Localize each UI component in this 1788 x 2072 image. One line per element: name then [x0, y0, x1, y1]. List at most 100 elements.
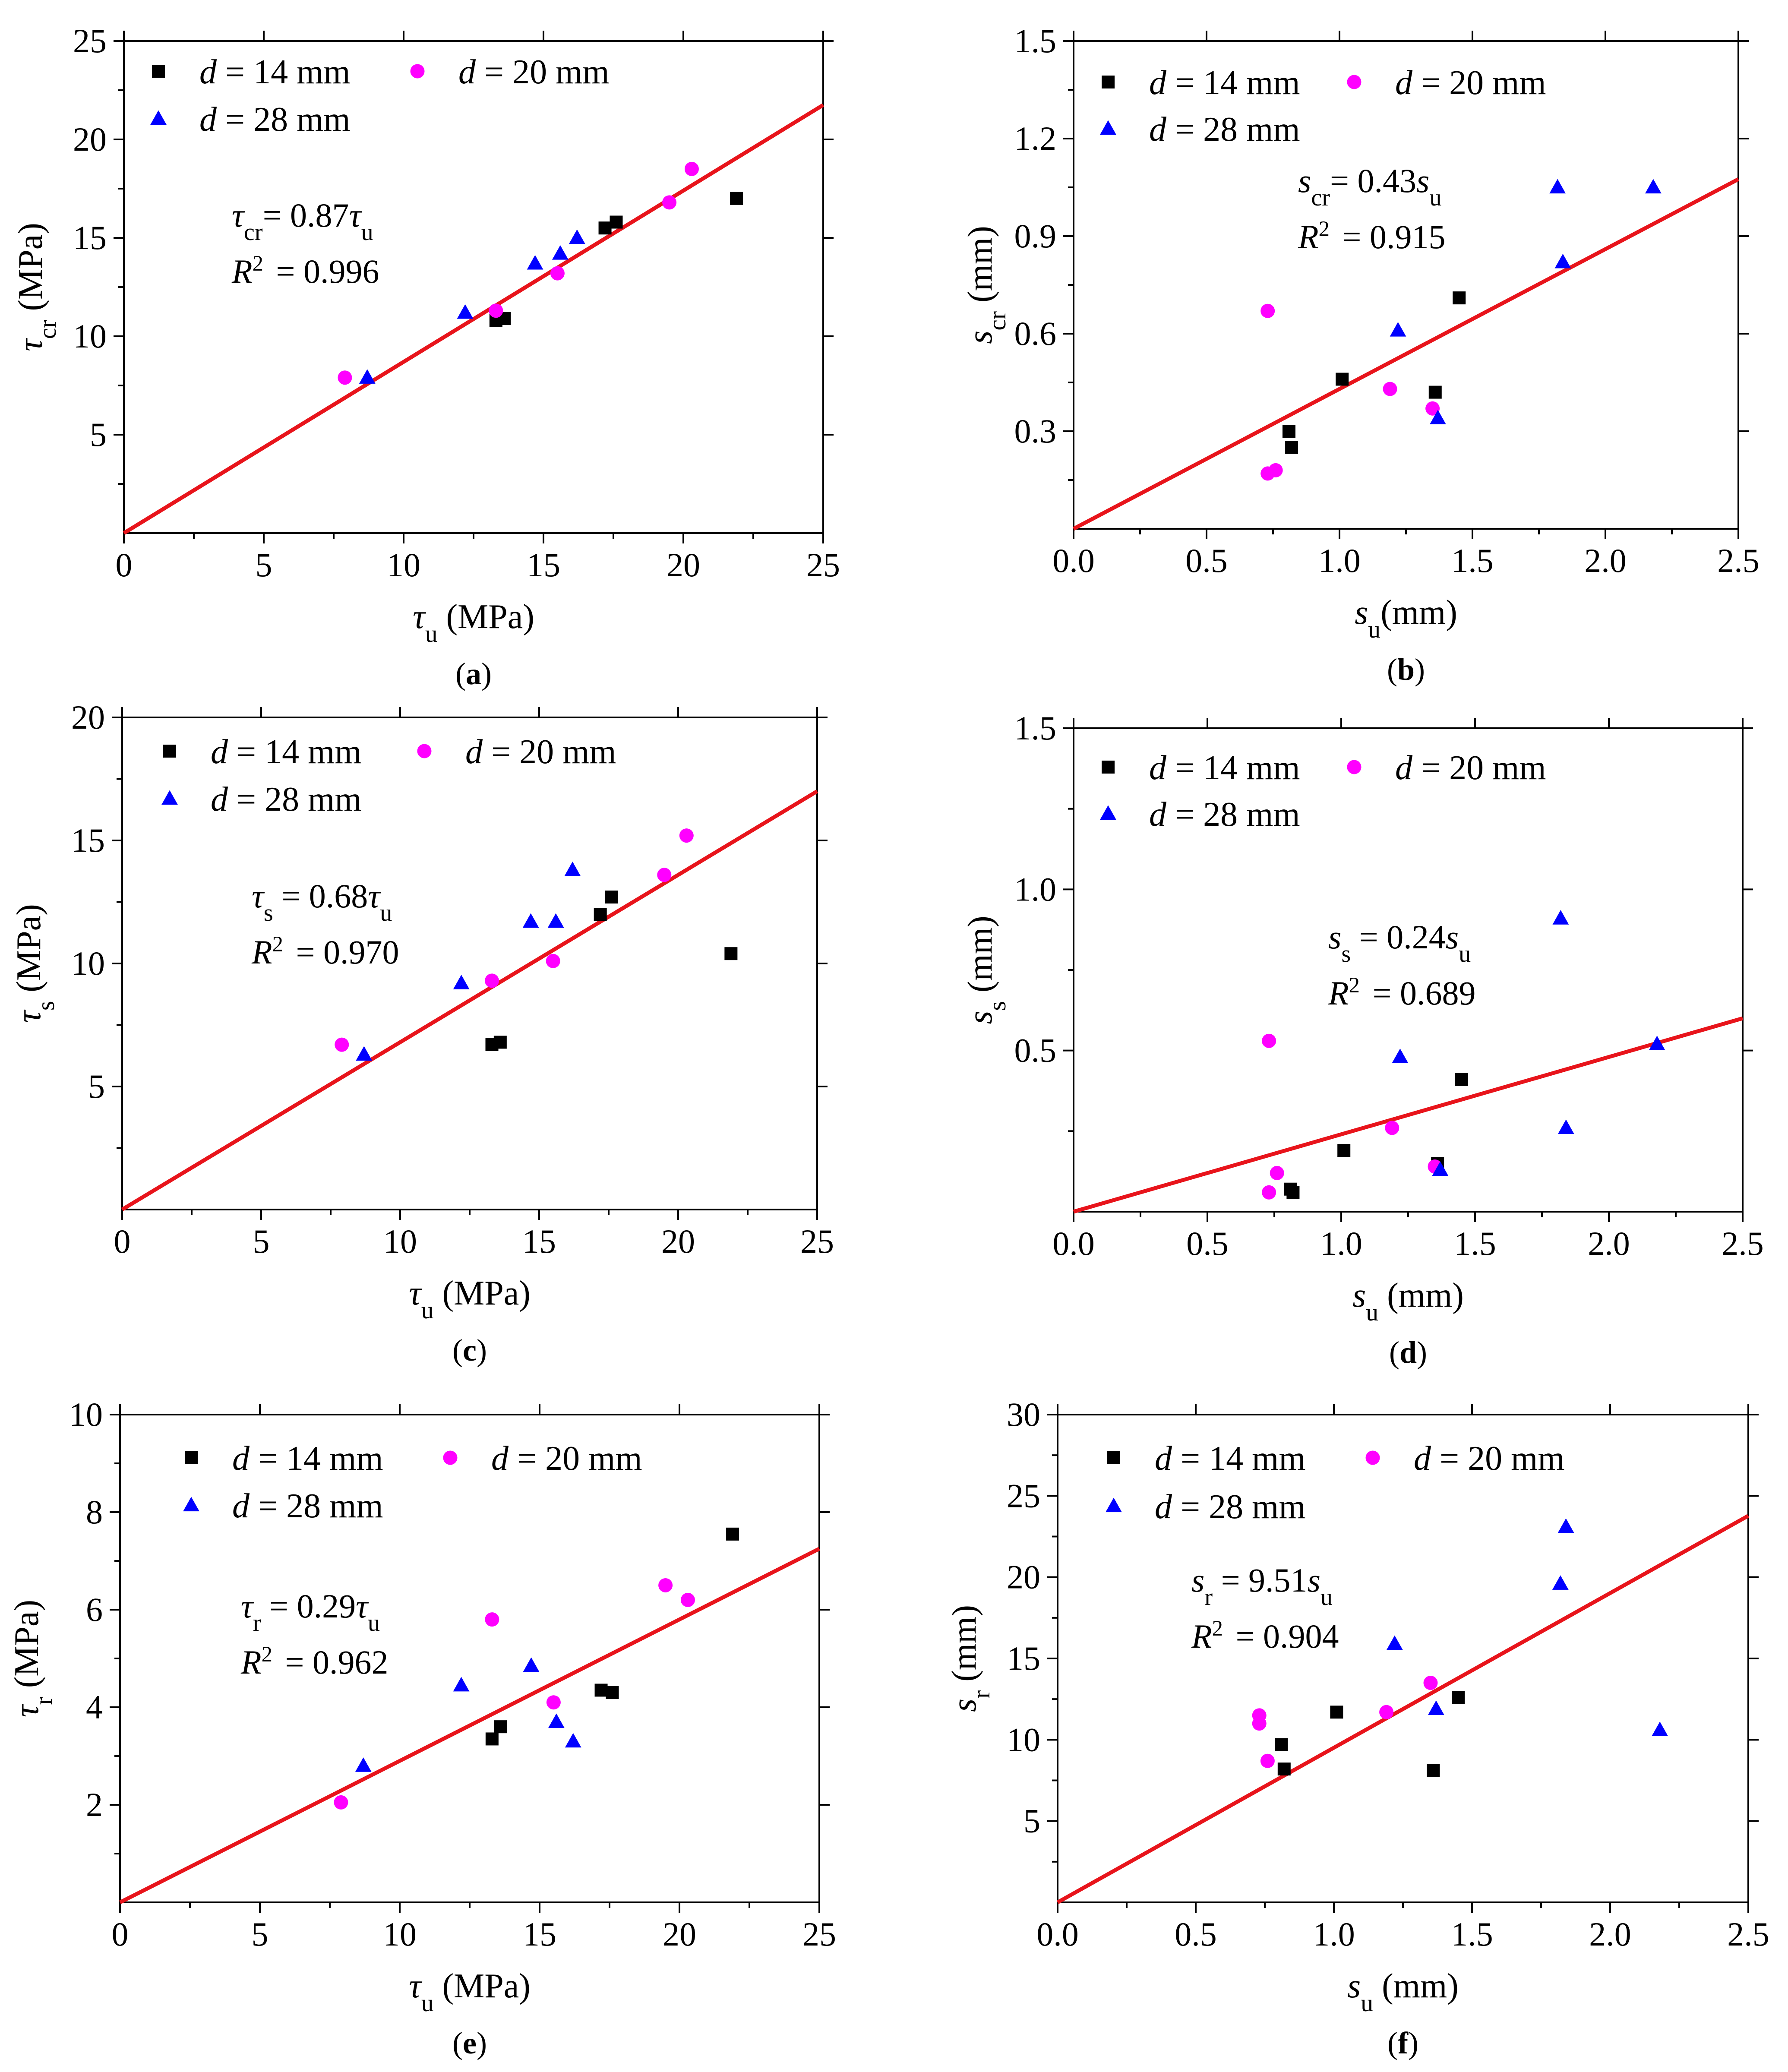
r-squared: R2 = 0.962 [240, 1642, 389, 1681]
r-squared: R2 = 0.970 [251, 932, 399, 971]
y-tick-label: 6 [86, 1591, 103, 1628]
legend-marker-d-28-mm [161, 790, 178, 805]
y-tick-label: 10 [73, 317, 107, 355]
x-tick-label: 25 [800, 1222, 834, 1260]
legend-label-d-20-mm: d = 20 mm [458, 53, 610, 91]
legend-marker-d-28-mm [150, 110, 167, 125]
x-tick-label: 25 [802, 1915, 836, 1953]
data-point-d-20-mm [1425, 401, 1440, 416]
data-point-d-14-mm [726, 1527, 739, 1541]
chart-panel-f: 0.0 0.5 1.0 1.5 2.0 2.5 5 10 15 20 25 30 d = 14 mm d … [945, 1396, 1769, 2060]
data-point-d-28-mm [547, 913, 564, 928]
x-tick-label: 5 [252, 1915, 269, 1953]
data-point-d-28-mm [356, 1046, 373, 1061]
legend-marker-d-14-mm [185, 1451, 198, 1464]
legend-label-d-28-mm: d = 28 mm [1155, 1488, 1306, 1526]
data-point-d-14-mm [1428, 385, 1442, 399]
data-point-d-14-mm [1282, 425, 1295, 438]
data-point-d-20-mm [1385, 1121, 1399, 1135]
data-point-d-20-mm [1383, 382, 1397, 396]
data-point-d-28-mm [523, 1657, 540, 1672]
data-point-d-14-mm [594, 908, 607, 921]
data-point-d-20-mm [489, 303, 503, 318]
data-point-d-28-mm [527, 255, 543, 270]
chart-panel-e: 0 5 10 15 20 25 2 4 6 8 10 d = 14 mm d = 20 mm d = 28… [8, 1396, 836, 2060]
y-axis-title: sr (mm) [945, 1605, 995, 1712]
x-tick-label: 5 [256, 546, 272, 584]
data-point-d-14-mm [594, 1684, 608, 1697]
x-tick-label: 0 [116, 546, 133, 584]
legend-marker-d-14-mm [1102, 76, 1115, 88]
data-point-d-28-mm [1557, 1518, 1574, 1533]
x-tick-label: 0 [114, 1222, 131, 1260]
legend-marker-d-14-mm [1107, 1451, 1120, 1464]
panel-label: (f) [1387, 2026, 1418, 2060]
data-point-d-28-mm [1552, 1575, 1569, 1590]
legend-marker-d-20-mm [417, 744, 432, 758]
x-tick-label: 0.0 [1052, 542, 1095, 579]
data-point-d-14-mm [1286, 1186, 1300, 1199]
data-point-d-28-mm [1430, 410, 1446, 425]
legend-label-d-14-mm: d = 14 mm [211, 733, 362, 771]
data-point-d-28-mm [1552, 910, 1569, 925]
legend-label-d-20-mm: d = 20 mm [1395, 749, 1546, 787]
legend-label-d-20-mm: d = 20 mm [1395, 64, 1546, 102]
data-point-d-28-mm [453, 975, 470, 989]
y-tick-label: 2 [86, 1786, 103, 1823]
fit-line [119, 1547, 821, 1905]
y-tick-label: 10 [69, 1396, 103, 1433]
x-tick-label: 25 [806, 546, 840, 584]
data-point-d-20-mm [1262, 1033, 1276, 1048]
legend-marker-d-20-mm [1347, 75, 1362, 89]
y-tick-label: 0.3 [1014, 412, 1057, 450]
data-point-d-14-mm [1453, 291, 1466, 305]
x-tick-label: 0 [112, 1915, 129, 1953]
panel-label: (a) [455, 657, 492, 691]
legend-label-d-14-mm: d = 14 mm [232, 1440, 383, 1478]
legend-label-d-14-mm: d = 14 mm [1155, 1440, 1306, 1478]
y-tick-label: 10 [71, 944, 105, 982]
fit-equation: scr= 0.43su [1298, 162, 1441, 211]
y-tick-label: 5 [1024, 1802, 1040, 1840]
data-point-d-20-mm [680, 1592, 695, 1607]
x-tick-label: 2.0 [1589, 1915, 1631, 1953]
r-squared: R2 = 0.996 [231, 251, 379, 290]
data-point-d-28-mm [1392, 1049, 1409, 1063]
y-tick-label: 0.9 [1014, 217, 1057, 255]
data-point-d-20-mm [658, 1578, 673, 1592]
x-tick-label: 1.5 [1454, 1225, 1496, 1262]
data-point-d-20-mm [1260, 303, 1275, 318]
legend-label-d-28-mm: d = 28 mm [1149, 796, 1300, 834]
y-tick-label: 25 [73, 22, 107, 60]
fit-line [123, 103, 825, 535]
data-point-d-14-mm [1330, 1706, 1343, 1719]
data-point-d-28-mm [1554, 253, 1571, 268]
x-tick-label: 2.0 [1584, 542, 1627, 579]
y-tick-label: 20 [71, 698, 105, 736]
data-point-d-28-mm [355, 1757, 372, 1772]
x-tick-label: 1.5 [1451, 542, 1494, 579]
r-squared: R2 = 0.689 [1328, 973, 1476, 1012]
data-point-d-28-mm [564, 861, 581, 876]
data-point-d-28-mm [453, 1677, 470, 1692]
fit-equation: τcr= 0.87τu [232, 196, 373, 246]
data-point-d-28-mm [1549, 179, 1566, 194]
data-point-d-14-mm [493, 1036, 507, 1049]
data-point-d-28-mm [1649, 1036, 1665, 1050]
y-axis-title: τr (MPa) [8, 1600, 57, 1717]
legend-label-d-14-mm: d = 14 mm [199, 53, 351, 91]
data-point-d-20-mm [335, 1037, 349, 1052]
chart-panel-a: 0 5 10 15 20 25 5 10 15 20 25 d = 14 mm d = 20 mm d =… [12, 22, 840, 691]
data-point-d-20-mm [1262, 1185, 1276, 1200]
y-axis-title: ss (mm) [961, 916, 1011, 1024]
data-point-d-14-mm [1455, 1073, 1468, 1086]
data-point-d-14-mm [724, 947, 738, 960]
x-tick-label: 10 [387, 546, 420, 584]
data-point-d-20-mm [1423, 1676, 1438, 1690]
x-tick-label: 20 [661, 1222, 695, 1260]
data-point-d-20-mm [546, 954, 560, 968]
data-point-d-28-mm [522, 913, 539, 928]
fit-equation: τr = 0.29τu [241, 1587, 380, 1636]
legend-label-d-28-mm: d = 28 mm [199, 101, 351, 139]
data-point-d-28-mm [1386, 1635, 1403, 1650]
